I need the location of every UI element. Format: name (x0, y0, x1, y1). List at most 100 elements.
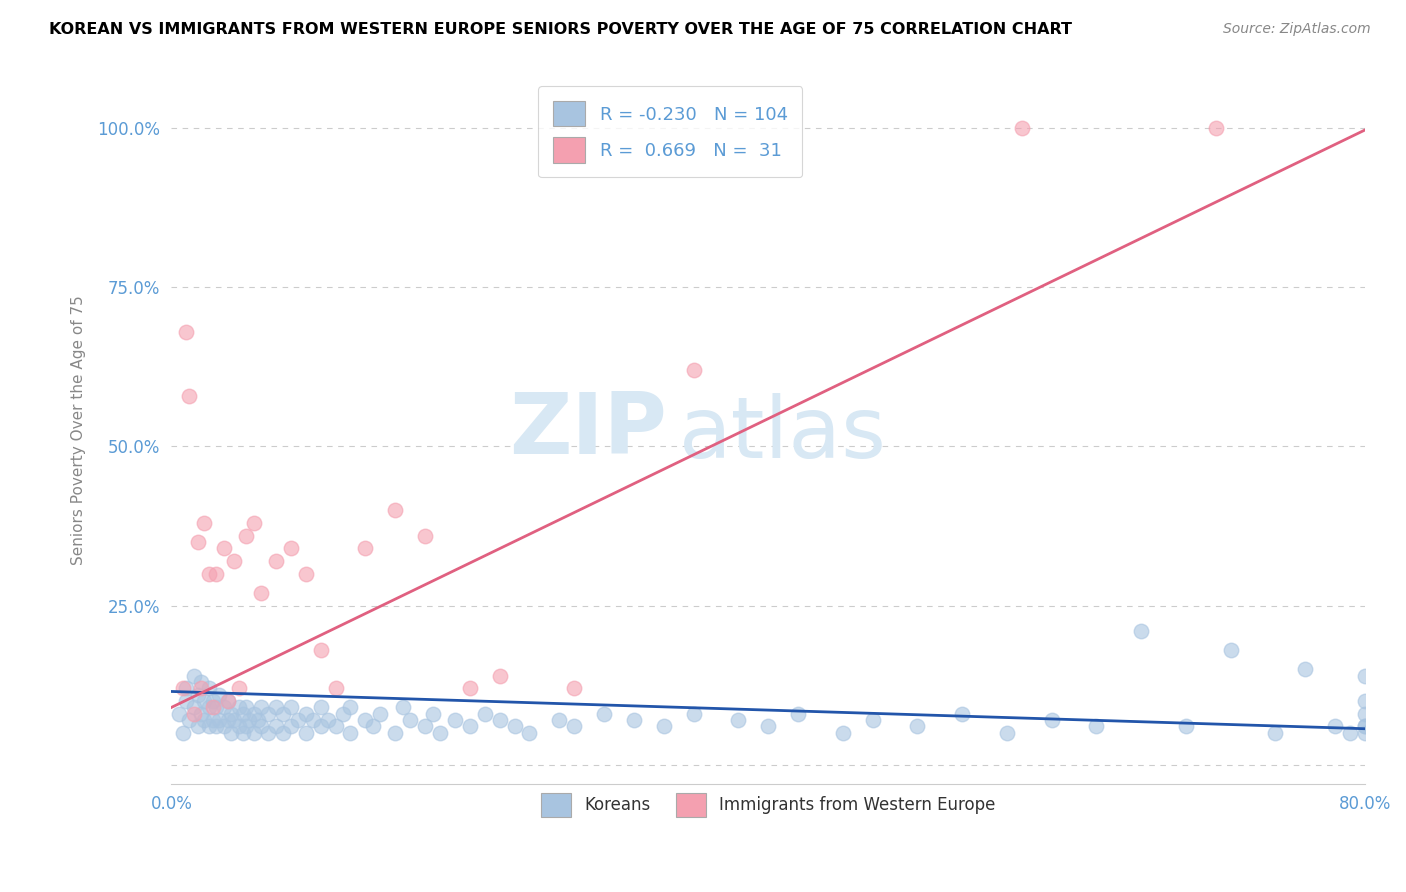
Point (176, 681, 198, 696)
Point (831, 726, 853, 740)
Point (172, 726, 194, 740)
Point (354, 713, 377, 727)
Point (238, 713, 260, 727)
Point (309, 700, 332, 714)
Point (862, 713, 884, 727)
Point (1354, 706, 1376, 721)
Point (488, 668, 510, 682)
Point (205, 566, 228, 581)
Point (354, 541, 377, 556)
Point (172, 681, 194, 696)
Point (250, 700, 273, 714)
Point (399, 713, 422, 727)
Point (197, 719, 219, 733)
Point (1085, 719, 1108, 733)
Point (458, 681, 481, 696)
Point (309, 643, 332, 657)
Point (235, 528, 257, 542)
Point (273, 706, 295, 721)
Point (562, 719, 585, 733)
Point (250, 586, 273, 600)
Point (287, 713, 309, 727)
Point (361, 719, 384, 733)
Point (232, 706, 254, 721)
Point (264, 700, 287, 714)
Text: ZIP: ZIP (509, 389, 666, 472)
Point (682, 363, 704, 377)
Point (503, 719, 526, 733)
Point (339, 700, 361, 714)
Point (652, 719, 675, 733)
Point (187, 688, 209, 702)
Point (208, 713, 231, 727)
Point (1264, 726, 1286, 740)
Point (228, 681, 250, 696)
Point (995, 726, 1018, 740)
Point (190, 681, 212, 696)
Text: atlas: atlas (679, 392, 887, 475)
Point (280, 700, 302, 714)
Point (309, 719, 332, 733)
Point (246, 713, 269, 727)
Point (202, 694, 225, 708)
Point (235, 719, 257, 733)
Point (756, 719, 779, 733)
Point (193, 694, 215, 708)
Point (727, 713, 749, 727)
Point (257, 706, 280, 721)
Point (519, 726, 541, 740)
Point (217, 713, 239, 727)
Text: KOREAN VS IMMIGRANTS FROM WESTERN EUROPE SENIORS POVERTY OVER THE AGE OF 75 CORR: KOREAN VS IMMIGRANTS FROM WESTERN EUROPE… (49, 22, 1073, 37)
Point (429, 726, 451, 740)
Point (242, 726, 264, 740)
Point (950, 706, 973, 721)
Point (264, 554, 287, 568)
Point (176, 694, 198, 708)
Point (219, 706, 242, 721)
Point (413, 528, 436, 542)
Point (548, 713, 571, 727)
Point (193, 713, 215, 727)
Point (190, 706, 212, 721)
Point (1354, 694, 1376, 708)
Point (593, 706, 616, 721)
Point (384, 726, 406, 740)
Point (179, 388, 201, 402)
Point (217, 694, 239, 708)
Point (197, 700, 219, 714)
Point (176, 325, 198, 339)
Point (190, 674, 212, 689)
Point (250, 719, 273, 733)
Point (444, 713, 467, 727)
Point (1354, 726, 1376, 740)
Text: Source: ZipAtlas.com: Source: ZipAtlas.com (1223, 22, 1371, 37)
Point (197, 681, 219, 696)
Point (193, 516, 215, 530)
Point (316, 713, 339, 727)
Point (212, 700, 235, 714)
Point (205, 700, 228, 714)
Point (1205, 121, 1227, 136)
Point (257, 726, 280, 740)
Point (474, 706, 496, 721)
Point (294, 706, 316, 721)
Point (1354, 719, 1376, 733)
Point (1219, 643, 1241, 657)
Point (219, 726, 242, 740)
Point (1294, 662, 1316, 676)
Point (458, 719, 481, 733)
Point (202, 713, 225, 727)
Point (325, 681, 347, 696)
Point (183, 700, 205, 714)
Point (294, 566, 316, 581)
Point (183, 668, 205, 682)
Point (187, 719, 209, 733)
Point (228, 700, 250, 714)
Point (302, 713, 325, 727)
Point (1130, 624, 1153, 638)
Point (905, 719, 928, 733)
Point (217, 694, 239, 708)
Point (167, 706, 190, 721)
Point (368, 706, 391, 721)
Point (197, 566, 219, 581)
